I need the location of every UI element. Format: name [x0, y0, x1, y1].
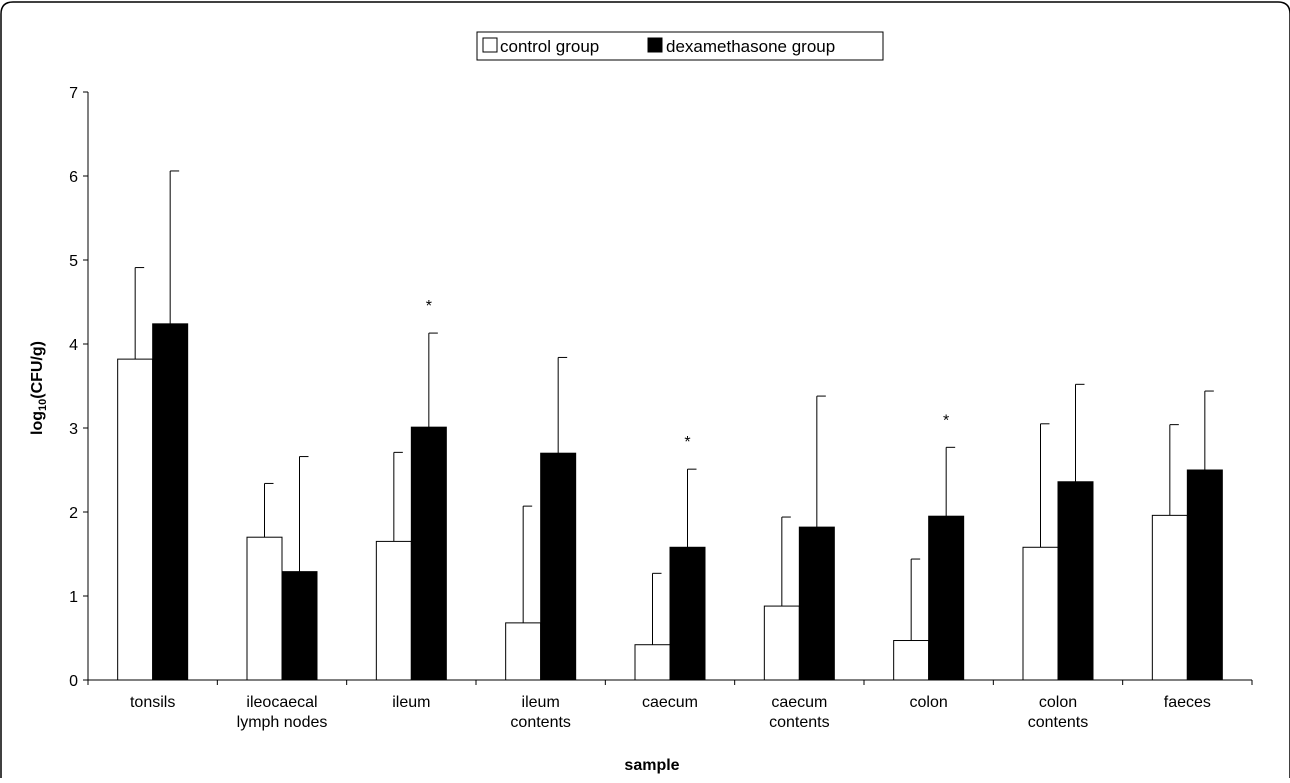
bar-dexamethasone [1057, 481, 1094, 681]
bar-control [893, 640, 930, 681]
bar-control [634, 644, 671, 681]
y-axis: 0 1 2 3 4 5 6 7 [69, 85, 89, 690]
x-category-label: colon [910, 694, 948, 711]
significance-marker: * [943, 412, 949, 429]
bar-control [1022, 546, 1059, 681]
y-axis-title-unit: (CFU/g) [29, 341, 46, 399]
x-category-label-line: caecum [771, 694, 827, 711]
y-tick-label: 0 [69, 673, 78, 690]
significance-marker: * [684, 434, 690, 451]
legend-box [476, 31, 884, 61]
x-category-label: ileum [392, 694, 430, 711]
x-category-label: ileum contents [510, 694, 570, 731]
bar-dexamethasone [410, 426, 447, 681]
legend-swatch-dexamethasone [647, 37, 663, 53]
legend-label-control: control group [500, 37, 599, 56]
legend-swatch-control [482, 37, 498, 53]
significance-marker: * [426, 298, 432, 315]
significance-markers: * * * [426, 298, 950, 451]
y-axis-title: log10(CFU/g) [29, 341, 49, 435]
bars [117, 323, 1223, 681]
y-axis-title-subscript: 10 [37, 399, 49, 411]
x-category-label-line: ileum [522, 694, 560, 711]
x-axis: tonsils ileocaecal lymph nodes ileum ileum co… [87, 679, 1253, 731]
x-category-label-line: tonsils [130, 694, 175, 711]
bar-dexamethasone [669, 546, 706, 681]
x-category-label: colon contents [1028, 694, 1088, 731]
bar-control [1151, 514, 1188, 681]
bar-dexamethasone [281, 571, 318, 681]
x-axis-title: sample [624, 757, 679, 774]
y-tick-label: 1 [69, 589, 78, 606]
legend-label-dexamethasone: dexamethasone group [666, 37, 835, 56]
x-category-label: faeces [1164, 694, 1211, 711]
y-tick-label: 7 [69, 85, 78, 102]
x-category-label-line: colon [1039, 694, 1077, 711]
bar-dexamethasone [798, 526, 835, 681]
bar-dexamethasone [928, 515, 965, 681]
bar-control [246, 536, 283, 681]
x-category-label-line: contents [1028, 714, 1088, 731]
x-category-label: caecum [642, 694, 698, 711]
y-tick-label: 4 [69, 337, 78, 354]
x-category-label-line: contents [510, 714, 570, 731]
bar-control [505, 622, 542, 681]
x-category-label-line: colon [910, 694, 948, 711]
x-category-label-line: faeces [1164, 694, 1211, 711]
y-tick-label: 2 [69, 505, 78, 522]
x-category-label-line: lymph nodes [237, 714, 328, 731]
bar-dexamethasone [1186, 469, 1223, 681]
bar-dexamethasone [152, 323, 189, 681]
bar-control [763, 605, 800, 681]
error-bars [134, 170, 1214, 645]
x-category-label-line: caecum [642, 694, 698, 711]
x-category-label-line: ileocaecal [246, 694, 317, 711]
x-category-label: ileocaecal lymph nodes [237, 694, 328, 731]
y-axis-title-log: log [29, 411, 46, 435]
y-tick-label: 3 [69, 421, 78, 438]
y-tick-label: 6 [69, 169, 78, 186]
x-category-label-line: ileum [392, 694, 430, 711]
bar-control [375, 540, 412, 681]
legend: control group dexamethasone group [476, 31, 884, 61]
y-tick-label: 5 [69, 253, 78, 270]
bar-dexamethasone [540, 452, 577, 681]
x-category-label: tonsils [130, 694, 175, 711]
x-category-label-line: contents [769, 714, 829, 731]
bar-control [117, 358, 154, 681]
x-category-label: caecum contents [769, 694, 829, 731]
